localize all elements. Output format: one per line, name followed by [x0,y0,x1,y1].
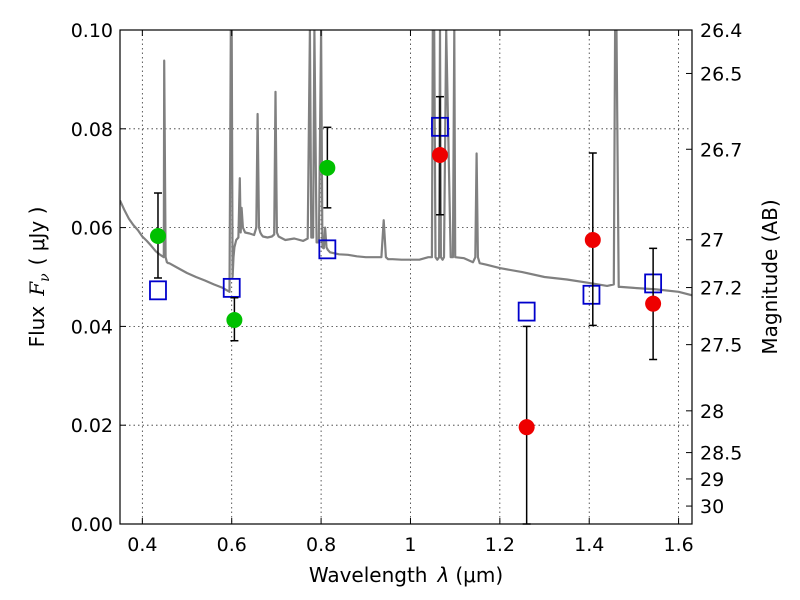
y-tick-label: 0.02 [71,415,113,437]
y2-tick-label: 26.7 [700,139,742,161]
x-tick-label: 0.6 [217,534,247,556]
y-tick-label: 0.08 [71,119,113,141]
model-square [318,239,337,260]
x-axis-unit: (μm) [455,563,503,587]
data-point [226,311,243,328]
y2-tick-label: 27 [700,230,724,252]
y2-tick-label: 28.5 [700,443,742,465]
model-square [149,280,167,301]
y2-tick-label: 26.4 [700,20,742,42]
x-tick-label: 1 [404,534,416,556]
y-tick-label: 0.04 [71,316,113,338]
model-spectrum [120,30,692,297]
y-axis-label: Flux [25,306,49,348]
model-square [517,301,536,322]
x-tick-label: 0.8 [306,534,336,556]
x-axis-title: Wavelength λ (μm) [309,563,503,587]
x-axis-label: Wavelength [309,563,428,587]
data-point [645,295,662,312]
data-point [518,419,535,436]
y-axis-title: Flux Fν ( μJy ) [25,207,53,348]
y-axis-unit: ( μJy ) [25,207,49,266]
y-axis-subscript: ν [37,273,53,282]
y2-tick-label: 27.2 [700,278,742,300]
grid [120,29,692,525]
data-point [431,146,448,163]
spectrum-line [120,30,692,297]
y-tick-label: 0.06 [71,218,113,240]
y2-tick-label: 29 [700,469,724,491]
data-point [319,159,336,176]
data-point [584,231,601,248]
data-points [149,95,663,525]
x-tick-label: 1.6 [663,534,693,556]
data-point [149,227,166,244]
y-tick-label: 0.00 [71,514,113,536]
y2-axis-title: Magnitude (AB) [758,199,782,354]
model-square [582,284,601,305]
x-axis-symbol: λ [437,563,450,587]
y2-tick-label: 28 [700,401,724,423]
y2-tick-label: 27.5 [700,335,742,357]
x-tick-label: 1.4 [574,534,604,556]
model-square [222,277,241,298]
plot-frame [119,29,693,525]
x-tick-label: 0.4 [127,534,157,556]
x-tick-label: 1.2 [485,534,515,556]
y2-tick-label: 30 [700,496,724,518]
axis-ticks: 0.4 0.6 0.8 1 1.2 1.4 1.6 0.00 0.02 0.04 0.06 0.08 0… [71,20,743,556]
y-axis-symbol: F [25,281,49,297]
y2-tick-label: 26.5 [700,63,742,85]
y-tick-label: 0.10 [71,20,113,42]
